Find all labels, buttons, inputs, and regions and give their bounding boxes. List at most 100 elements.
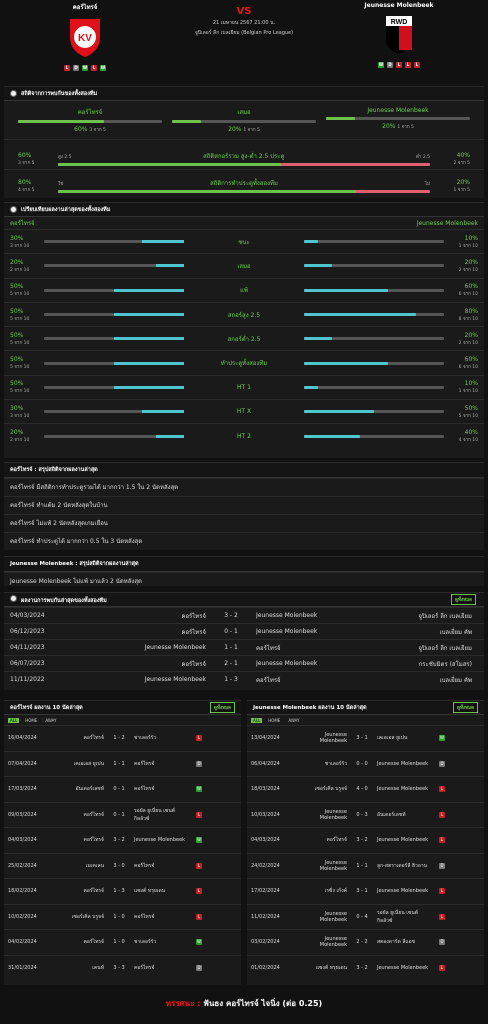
left-pct: 30%	[10, 404, 24, 412]
home-team: เซอร์เคิ่ล บรูจจ์	[314, 786, 347, 793]
score: 0 - 0	[356, 760, 368, 767]
away-last10: Jeunesse Molenbeek ผลงาน 10 นัดล่าสุด ดูท…	[247, 700, 484, 985]
score: 2 - 1	[224, 660, 238, 667]
score: 0 - 4	[356, 913, 368, 920]
h2h-home: คอร์ไทรจ์ 60% 3 จาก 5	[18, 107, 162, 133]
right-pct: 10%	[464, 234, 478, 242]
result-row: 17/03/2024 อันเดอร์เลชท์ 0 - 1 คอร์ไทรจ์ W	[4, 776, 241, 802]
away-team: Jeunesse Molenbeek	[377, 888, 429, 895]
ou-title: สถิติสกอร์รวม สูง-ต่ำ 2.5 ประตู	[203, 153, 285, 160]
left-bar-fill	[156, 434, 184, 438]
away-team: Jeunesse Molenbeek	[134, 837, 186, 844]
home-last10-tabs: ALL HOME AWAY	[4, 715, 241, 725]
home-last10-title: คอร์ไทรจ์ ผลงาน 10 นัดล่าสุด ดูทั้งหมด	[4, 701, 241, 715]
away-team: แซงต์ ทรุยเดน	[134, 888, 166, 895]
home-team: Jeunesse Molenbeek	[319, 910, 347, 923]
filter-tab[interactable]: ALL	[8, 717, 20, 723]
h2h-draw: เสมอ 20% 1 จาก 5	[172, 107, 316, 133]
compare-left: 50% 5 จาก 10	[10, 356, 44, 370]
left-count: 5 จาก 10	[10, 365, 30, 371]
ou-right-count: 2 จาก 5	[453, 160, 470, 166]
right-bar	[304, 313, 444, 317]
filter-tab[interactable]: ALL	[251, 717, 263, 723]
right-bar-fill	[304, 385, 318, 389]
form-badge: W	[82, 65, 88, 71]
match-date: 03/02/2024	[251, 939, 280, 946]
result-row: 17/02/2024 เรซิ่ง เก้งค์ 3 - 1 Jeunesse Mol…	[247, 878, 484, 904]
left-count: 5 จาก 10	[10, 292, 30, 298]
away-team: Jeunesse Molenbeek	[377, 837, 429, 844]
right-bar	[304, 385, 444, 389]
ou-right-pct: 40%	[456, 151, 470, 159]
filter-tab[interactable]: HOME	[268, 717, 281, 723]
home-view-all-button[interactable]: ดูทั้งหมด	[210, 702, 235, 713]
left-bar	[44, 361, 184, 365]
score: 3 - 0	[113, 862, 125, 869]
h2h-away-pct: 20%	[382, 123, 396, 130]
home-team: Jeunesse Molenbeek	[144, 676, 206, 683]
home-summary-lines: คอร์ไทรจ์ มีสถิติการทำประตูรวมได้ มากกว่…	[4, 478, 484, 550]
h2h-draw-count: 1 จาก 5	[243, 128, 260, 133]
compare-label: สกอร์สูง 2.5	[227, 311, 261, 319]
h2h-draw-bar	[172, 120, 201, 123]
match-date: 06/12/2023	[10, 628, 45, 635]
away-last10-tabs: ALL HOME AWAY	[247, 715, 484, 725]
right-bar	[304, 288, 444, 292]
competition: จูปิเลอร์ ลีก เบลเยียม	[418, 644, 472, 652]
left-bar-fill	[156, 264, 184, 268]
match-date: 06/04/2024	[251, 760, 280, 767]
result-row: 04/02/2024 คอร์ไทรจ์ 1 - 0 ชาเลอร์รัว W	[4, 929, 241, 955]
left-bar-fill	[114, 361, 184, 365]
filter-tab[interactable]: AWAY	[288, 717, 300, 723]
compare-label: ชนะ	[238, 238, 250, 246]
competition: กระชับมิตร (สโมสร)	[418, 660, 472, 668]
left-pct: 20%	[10, 258, 24, 266]
score: 3 - 2	[224, 612, 238, 619]
home-team: คอร์ไทรจ์	[181, 612, 206, 620]
view-all-button[interactable]: ดูทั้งหมด	[451, 594, 476, 605]
match-date: 07/04/2024	[8, 760, 37, 767]
result-row: 11/02/2024 Jeunesse Molenbeek 0 - 4 รอยัล ย…	[247, 903, 484, 930]
left-bar-fill	[142, 410, 184, 414]
away-team: Jeunesse Molenbeek	[256, 612, 318, 619]
soccer-ball-icon	[10, 594, 17, 602]
summary-line: คอร์ไทรจ์ ทำประตูได้ มากกว่า 0.5 ใน 3 นั…	[4, 532, 484, 550]
compare-label: HT 1	[237, 383, 251, 391]
score: 4 - 0	[356, 786, 368, 793]
right-bar-fill	[304, 361, 388, 365]
result-row: 03/02/2024 Jeunesse Molenbeek 2 - 2 สตองดาร…	[247, 929, 484, 955]
h2h-draw-label: เสมอ	[237, 109, 251, 116]
h2h-home-pct: 60%	[74, 126, 88, 133]
compare-row: 30% 3 จาก 10 HT X 50% 5 จาก 10	[4, 399, 484, 423]
compare-left: 20% 2 จาก 10	[10, 429, 44, 443]
away-last10-title: Jeunesse Molenbeek ผลงาน 10 นัดล่าสุด ดูท…	[247, 701, 484, 715]
compare-right: 60% 6 จาก 10	[444, 283, 478, 297]
h2h-away: Jeunesse Molenbeek 20% 1 จาก 5	[326, 107, 470, 133]
soccer-ball-icon	[10, 90, 17, 97]
compare-right: 20% 2 จาก 10	[444, 259, 478, 273]
right-bar-fill	[304, 240, 318, 244]
right-count: 6 จาก 10	[458, 292, 478, 298]
left-pct: 50%	[10, 331, 24, 339]
result-row: 04/03/2024 คอร์ไทรจ์ 3 - 2 Jeunesse Molenbe…	[4, 827, 241, 853]
left-count: 5 จาก 10	[10, 340, 30, 346]
away-team: คอร์ไทรจ์	[134, 862, 155, 869]
compare-home-name: คอร์ไทรจ์	[10, 220, 35, 227]
away-view-all-button[interactable]: ดูทั้งหมด	[453, 702, 478, 713]
result-badge: L	[439, 964, 445, 971]
result-badge: W	[439, 735, 445, 742]
ou-bar	[58, 163, 282, 166]
right-count: 1 จาก 10	[458, 243, 478, 249]
filter-tab[interactable]: AWAY	[45, 717, 57, 723]
filter-tab[interactable]: HOME	[25, 717, 38, 723]
h2h-section: สถิติจากการพบกันของทั้งสองทีม คอร์ไทรจ์ …	[4, 86, 484, 198]
result-badge: D	[439, 760, 445, 767]
compare-row: 30% 3 จาก 10 ชนะ 10% 1 จาก 10	[4, 229, 484, 253]
ou-under-label: ต่ำ 2.5	[415, 154, 430, 160]
result-row: 09/03/2024 คอร์ไทรจ์ 0 - 1 รอยัล ยูเนี่ยน เ…	[4, 801, 241, 828]
away-team: เคเอเอส ยูเปน	[377, 735, 408, 742]
home-team: ชาเลอร์รัว	[324, 760, 347, 767]
away-team: คอร์ไทรจ์	[256, 644, 281, 652]
